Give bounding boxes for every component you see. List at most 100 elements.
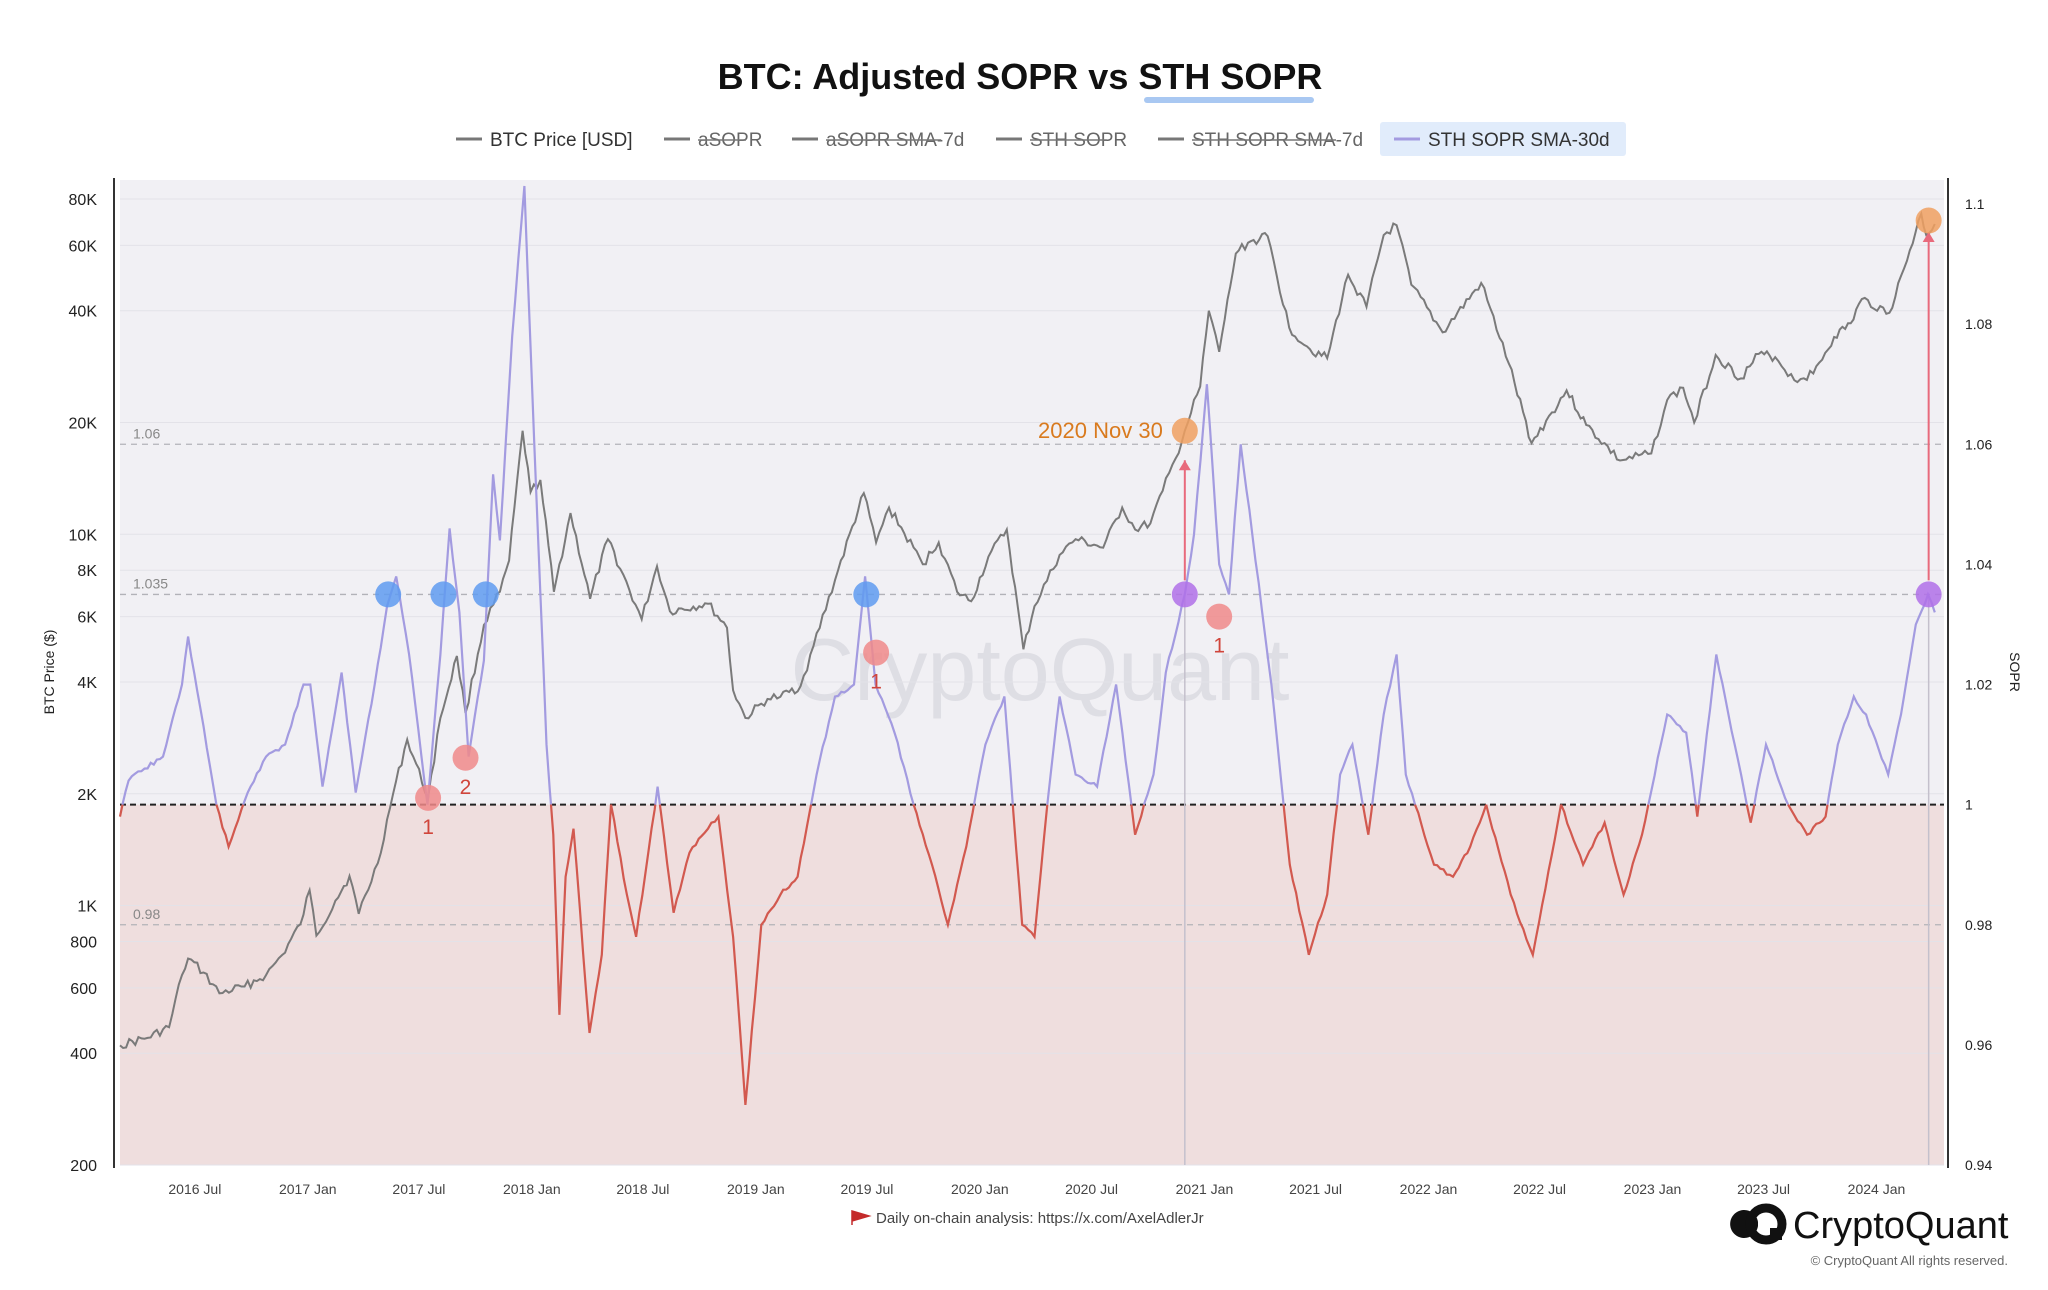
legend-label: BTC Price [USD] — [490, 130, 633, 151]
footer-note: Daily on-chain analysis: https://x.com/A… — [876, 1210, 1204, 1227]
title-underline — [1144, 97, 1314, 103]
sth-sopr-sma30-above-one — [1371, 654, 1417, 805]
right-tick-label: 1.04 — [1965, 556, 1992, 572]
left-tick-label: 800 — [70, 934, 97, 951]
sth-sopr-sma30-above-one — [810, 576, 915, 805]
x-tick-label: 2023 Jul — [1737, 1181, 1790, 1197]
sth-sopr-sma30-below-one — [1485, 804, 1563, 959]
right-tick-label: 0.98 — [1965, 917, 1992, 933]
right-tick-label: 1 — [1965, 797, 1973, 813]
marker-purple — [1171, 581, 1198, 608]
marker-blue — [430, 581, 457, 608]
left-tick-label: 200 — [70, 1158, 97, 1175]
sth-sopr-sma30-below-one — [1011, 804, 1049, 940]
marker-red — [863, 639, 890, 666]
left-axis-title: BTC Price ($) — [41, 630, 57, 715]
sth-sopr-sma30-below-one — [912, 804, 976, 930]
marker-red — [415, 784, 442, 811]
sth-sopr-sma30-above-one — [121, 636, 218, 805]
sth-sopr-sma30-below-one — [1361, 804, 1374, 835]
sth-sopr-sma30-above-one — [1697, 654, 1748, 805]
right-axis-title: SOPR — [2007, 652, 2023, 692]
x-tick-label: 2021 Jul — [1289, 1181, 1342, 1197]
x-tick-label: 2021 Jan — [1176, 1181, 1234, 1197]
reference-line-label: 1.06 — [133, 425, 160, 441]
sth-sopr-sma30-above-one — [1142, 384, 1285, 805]
sth-sopr-sma30-below-one — [1559, 804, 1650, 899]
left-tick-label: 10K — [69, 527, 98, 544]
left-tick-label: 60K — [69, 238, 98, 255]
marker-red — [1206, 603, 1233, 630]
sth-sopr-sma30-above-one — [1046, 684, 1133, 805]
left-tick-label: 8K — [77, 563, 97, 580]
x-tick-label: 2020 Jan — [951, 1181, 1009, 1197]
arrow-head — [1178, 460, 1191, 471]
right-tick-label: 1.08 — [1965, 316, 1992, 332]
annotation-layer: 1 2 1 1 2020 Nov 30 — [375, 207, 1942, 839]
legend: BTC Price [USD] aSOPR aSOPR SMA-7d STH SOPR… — [456, 122, 1626, 156]
right-tick-label: 1.1 — [1965, 196, 1985, 212]
left-tick-label: 6K — [77, 610, 97, 627]
x-tick-label: 2022 Jan — [1400, 1181, 1458, 1197]
left-tick-label: 1K — [77, 899, 97, 916]
left-tick-label: 20K — [69, 416, 98, 433]
copyright: © CryptoQuant All rights reserved. — [1811, 1253, 2008, 1268]
x-tick-label: 2024 Jan — [1848, 1181, 1906, 1197]
x-tick-label: 2017 Jul — [392, 1181, 445, 1197]
chart-title: BTC: Adjusted SOPR vs STH SOPR — [718, 56, 1323, 97]
annotation-number-label: 1 — [870, 671, 882, 694]
marker-orange — [1171, 417, 1198, 444]
x-tick-label: 2023 Jan — [1624, 1181, 1682, 1197]
marker-purple — [1915, 581, 1942, 608]
x-tick-label: 2017 Jan — [279, 1181, 337, 1197]
x-tick-label: 2020 Jul — [1065, 1181, 1118, 1197]
sth-sopr-sma30-below-one — [658, 804, 813, 1106]
marker-red — [452, 744, 479, 771]
left-tick-label: 40K — [69, 304, 98, 321]
sth-sopr-sma30-below-one — [1130, 804, 1146, 836]
left-tick-label: 600 — [70, 981, 97, 998]
sth-sopr-sma30-above-one — [1647, 712, 1697, 805]
sth-sopr-sma30-above-one — [972, 696, 1014, 805]
right-tick-label: 1.06 — [1965, 436, 1992, 452]
legend-item-highlight — [1380, 122, 1626, 156]
x-tick-label: 2016 Jul — [168, 1181, 221, 1197]
arrow-head — [1922, 232, 1935, 243]
legend-label: STH SOPR SMA-30d — [1428, 130, 1610, 151]
cryptoquant-logo-icon — [1730, 1203, 1787, 1245]
right-axis-ticks: 0.94 0.96 0.98 1 1.02 1.04 1.06 1.08 1.1 — [1965, 196, 1992, 1173]
left-tick-label: 80K — [69, 192, 98, 209]
sth-sopr-sma30-above-one — [1336, 741, 1364, 805]
left-tick-label: 2K — [77, 787, 97, 804]
sth-sopr-sma30-below-one — [215, 804, 245, 851]
reference-line-label: 0.98 — [133, 906, 160, 922]
sth-sopr-sma30-below-one — [1282, 804, 1339, 956]
x-tick-label: 2022 Jul — [1513, 1181, 1566, 1197]
annotation-date-label: 2020 Nov 30 — [1038, 418, 1163, 443]
sth-sopr-sma30-below-one — [1787, 804, 1829, 837]
marker-blue — [472, 581, 499, 608]
sth-sopr-sma30-below-one — [1694, 804, 1700, 817]
left-axis-ticks: 200 400 600 800 1K 2K 4K 6K 8K 10K 20K 40K 60K 80K — [69, 192, 98, 1175]
x-axis-ticks: 2016 Jul 2017 Jan 2017 Jul 2018 Jan 2018 Jul… — [168, 1181, 1905, 1197]
sth-sopr-sma30-below-one — [1413, 804, 1488, 879]
annotation-number-label: 1 — [422, 816, 434, 839]
x-tick-label: 2019 Jul — [840, 1181, 893, 1197]
sth-sopr-sma30-above-one — [654, 786, 661, 805]
right-tick-label: 1.02 — [1965, 677, 1992, 693]
marker-blue — [375, 581, 402, 608]
left-tick-label: 400 — [70, 1046, 97, 1063]
reference-line-label: 1.035 — [133, 575, 168, 591]
x-tick-label: 2018 Jul — [616, 1181, 669, 1197]
right-tick-label: 0.94 — [1965, 1157, 1992, 1173]
annotation-number-label: 1 — [1213, 635, 1225, 658]
flag-icon — [851, 1209, 872, 1225]
left-tick-label: 4K — [77, 675, 97, 692]
x-tick-label: 2018 Jan — [503, 1181, 561, 1197]
sth-sopr-sma30-below-one — [609, 804, 657, 938]
annotation-number-label: 2 — [460, 776, 472, 799]
sth-sopr-sma30-above-one — [242, 185, 553, 805]
marker-blue — [853, 581, 880, 608]
sth-sopr-sma30-above-one — [1753, 740, 1790, 806]
